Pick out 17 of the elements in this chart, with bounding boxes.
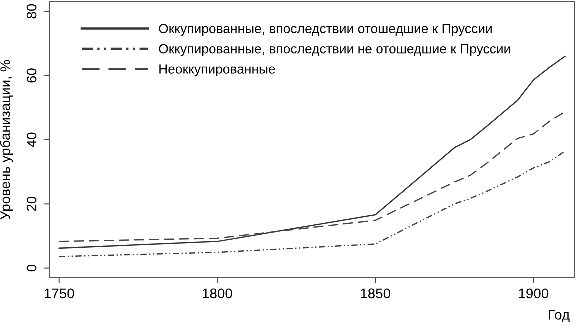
line-series — [58, 56, 566, 250]
x-axis-title: Год — [549, 310, 570, 323]
x-tick-label: 1900 — [519, 288, 549, 299]
y-tick-label: 80 — [26, 4, 37, 19]
y-tick-label: 20 — [26, 196, 37, 212]
legend-label: Неоккупированные — [160, 64, 276, 77]
x-tick-label: 1800 — [203, 288, 232, 299]
line-series — [58, 150, 566, 258]
y-axis-title: Уровень урбанизации, % — [0, 60, 14, 220]
x-tick-label: 1750 — [44, 288, 74, 299]
y-tick-label: 0 — [26, 265, 37, 272]
y-tick-label: 40 — [26, 132, 37, 148]
legend-label: Оккупированные, впоследствии не отошедшие к Пруссии — [159, 44, 510, 56]
x-tick-label: 1850 — [361, 288, 390, 299]
line-series — [58, 111, 566, 242]
legend-label: Оккупированные, впоследствии отошедшие к Пруссии — [159, 24, 492, 36]
y-tick-label: 60 — [26, 68, 37, 83]
